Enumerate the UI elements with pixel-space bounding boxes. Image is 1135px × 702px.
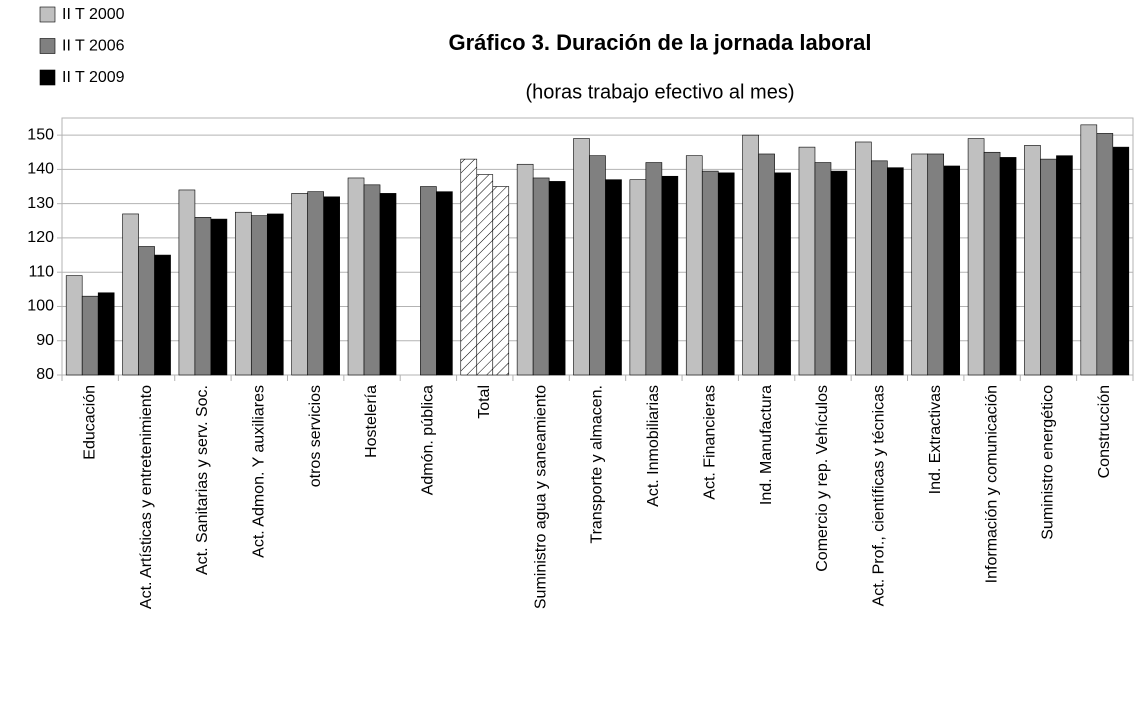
bar <box>774 172 791 376</box>
bar <box>81 295 99 376</box>
bar <box>1040 158 1057 376</box>
bar <box>138 246 155 376</box>
x-tick-label: Construcción <box>1096 385 1113 478</box>
bar <box>323 196 340 376</box>
y-tick-label: 110 <box>28 263 54 280</box>
x-tick-label: Admón. pública <box>420 385 437 495</box>
bar <box>516 163 534 376</box>
bar <box>122 213 139 376</box>
legend-swatch <box>39 6 56 23</box>
bar <box>1096 133 1114 376</box>
x-tick-label: Total <box>476 385 493 419</box>
x-tick-label: Hostelería <box>363 385 380 458</box>
x-tick-label: Suministro energético <box>1040 385 1057 540</box>
bar <box>717 172 735 376</box>
bar <box>492 186 510 376</box>
y-tick-label: 80 <box>36 366 54 383</box>
x-tick-label: Act. Sanitarias y serv. Soc. <box>194 385 211 575</box>
bar <box>97 292 115 376</box>
bar <box>194 217 212 376</box>
bar <box>661 175 679 376</box>
bar <box>1024 145 1041 376</box>
bar <box>573 138 590 376</box>
bar <box>476 174 494 376</box>
bar <box>645 162 663 376</box>
y-tick-label: 140 <box>27 161 54 178</box>
bar <box>605 179 622 376</box>
legend-label: II T 2006 <box>62 38 125 55</box>
bar <box>871 160 888 376</box>
chart-subtitle: (horas trabajo efectivo al mes) <box>525 81 794 103</box>
legend-label: II T 2009 <box>62 69 125 86</box>
x-tick-label: otros servicios <box>307 385 324 487</box>
x-tick-label: Act. Inmobiliarias <box>645 385 662 507</box>
bar <box>210 218 228 376</box>
bar <box>999 157 1017 376</box>
bar <box>701 170 719 376</box>
y-tick-label: 120 <box>27 229 54 246</box>
bar <box>347 177 365 376</box>
legend-label: II T 2000 <box>62 6 125 23</box>
legend-swatch <box>39 38 56 54</box>
legend-swatch <box>39 69 56 86</box>
x-tick-label: Ind. Extractivas <box>927 385 944 494</box>
bar <box>927 153 945 376</box>
bar <box>685 155 703 376</box>
x-tick-label: Transporte y almacen. <box>589 385 606 544</box>
bar <box>742 134 759 376</box>
bar <box>307 191 324 376</box>
y-tick-label: 150 <box>27 126 54 143</box>
bar <box>943 165 961 376</box>
bar <box>758 153 775 376</box>
bar <box>798 146 816 376</box>
x-tick-label: Ind. Manufactura <box>758 385 775 505</box>
bar <box>1056 155 1073 376</box>
bar <box>887 167 904 376</box>
bar <box>363 184 381 376</box>
chart-title: Gráfico 3. Duración de la jornada labora… <box>448 30 871 55</box>
bar <box>154 254 171 376</box>
bar <box>436 191 453 376</box>
x-tick-label: Act. Prof., científicas y técnicas <box>871 385 888 606</box>
bar <box>983 151 1001 376</box>
x-tick-label: Comercio y rep. Vehículos <box>814 385 831 572</box>
bar <box>234 211 252 376</box>
x-tick-label: Educación <box>81 385 98 460</box>
bar <box>855 141 872 376</box>
bar <box>967 138 985 376</box>
bar <box>291 193 308 376</box>
bar <box>420 186 437 376</box>
bar <box>178 189 196 376</box>
bar <box>814 162 832 376</box>
x-tick-label: Suministro agua y saneamiento <box>532 385 549 609</box>
bar <box>589 155 606 376</box>
y-tick-label: 100 <box>27 298 54 315</box>
bar <box>266 213 284 376</box>
bar <box>250 215 268 376</box>
x-tick-label: Act. Financieras <box>701 385 718 500</box>
y-tick-label: 90 <box>36 332 54 349</box>
x-tick-label: Act. Artísticas y entretenimiento <box>138 385 155 609</box>
bar <box>379 193 397 376</box>
bar <box>629 179 647 376</box>
x-tick-label: Información y comunicación <box>983 385 1000 583</box>
bar <box>1080 124 1098 376</box>
bar <box>460 158 478 376</box>
bar <box>548 181 566 376</box>
y-tick-label: 130 <box>27 195 54 212</box>
bar <box>65 275 83 376</box>
bar <box>911 153 929 376</box>
bar <box>532 177 550 376</box>
x-tick-label: Act. Admon. Y auxiliares <box>251 385 268 558</box>
bar <box>830 170 848 376</box>
bar <box>1112 146 1130 376</box>
